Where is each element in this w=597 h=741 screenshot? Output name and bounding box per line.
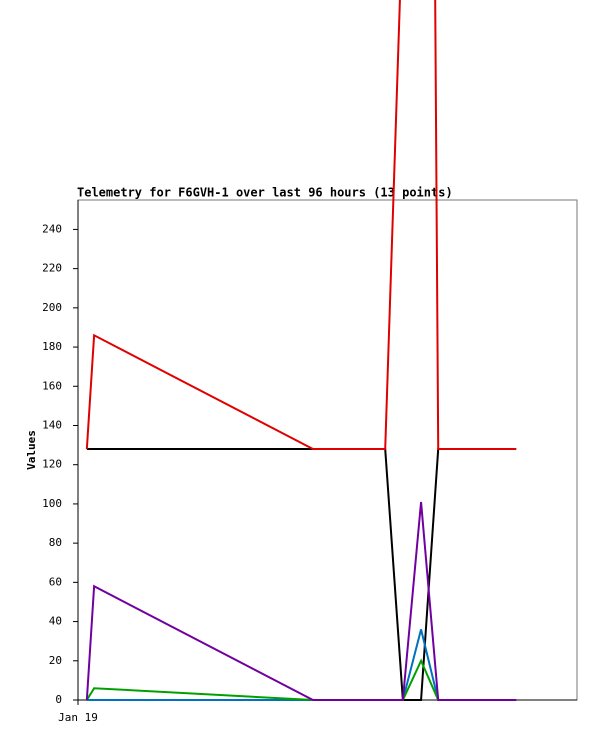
y-tick-label: 240 [42, 222, 62, 235]
y-tick-label: 20 [49, 654, 62, 667]
y-tick-label: 220 [42, 262, 62, 275]
series-line [86, 629, 517, 701]
series-line [85, 0, 517, 451]
y-tick-label: 160 [42, 379, 62, 392]
x-tick-label: Jan 19 [58, 711, 98, 724]
series-line [86, 448, 517, 701]
y-tick-label: 140 [42, 418, 62, 431]
y-tick-label: 80 [49, 536, 62, 549]
y-tick-label: 100 [42, 497, 62, 510]
y-tick-label: 60 [49, 575, 62, 588]
chart-title: Telemetry for F6GVH-1 over last 96 hours… [77, 186, 453, 200]
y-axis-label: Values [25, 430, 38, 470]
series-line [85, 501, 517, 701]
y-tick-label: 180 [42, 340, 62, 353]
y-tick-label: 120 [42, 458, 62, 471]
y-tick-label: 40 [49, 615, 62, 628]
y-tick-label: 200 [42, 301, 62, 314]
y-tick-label: 0 [55, 693, 62, 706]
